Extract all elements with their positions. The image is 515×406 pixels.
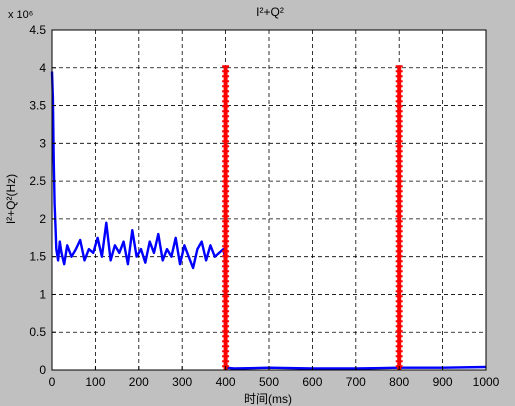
x-tick-label: 100 (85, 375, 105, 389)
x-tick-label: 900 (433, 375, 453, 389)
y-tick-label: 3 (39, 136, 46, 150)
x-tick-label: 800 (389, 375, 409, 389)
chart-title: I²+Q² (256, 5, 284, 19)
x-tick-label: 200 (129, 375, 149, 389)
y-axis-label: I²+Q²(Hz) (4, 174, 18, 224)
y-axis-exponent-label: x 10⁶ (8, 9, 33, 21)
tick-layer: 0 100 200 300 400 500 600 700 800 900 1000 0 0.5 1 1.5… (29, 23, 499, 389)
x-tick-label: 500 (259, 375, 279, 389)
y-tick-label: 0 (39, 363, 46, 377)
y-tick-label: 1.5 (29, 250, 46, 264)
y-tick-label: 2 (39, 212, 46, 226)
y-tick-label: 0.5 (29, 325, 46, 339)
x-tick-label: 600 (302, 375, 322, 389)
y-tick-label: 4.5 (29, 23, 46, 37)
y-tick-label: 2.5 (29, 174, 46, 188)
x-tick-label: 1000 (473, 375, 500, 389)
x-axis-label: 时间(ms) (244, 392, 292, 406)
y-tick-label: 3.5 (29, 99, 46, 113)
y-tick-label: 4 (39, 61, 46, 75)
x-tick-label: 300 (172, 375, 192, 389)
x-tick-label: 400 (216, 375, 236, 389)
marker-layer (222, 65, 403, 370)
y-tick-label: 1 (39, 287, 46, 301)
x-tick-label: 0 (49, 375, 56, 389)
x-tick-label: 700 (346, 375, 366, 389)
